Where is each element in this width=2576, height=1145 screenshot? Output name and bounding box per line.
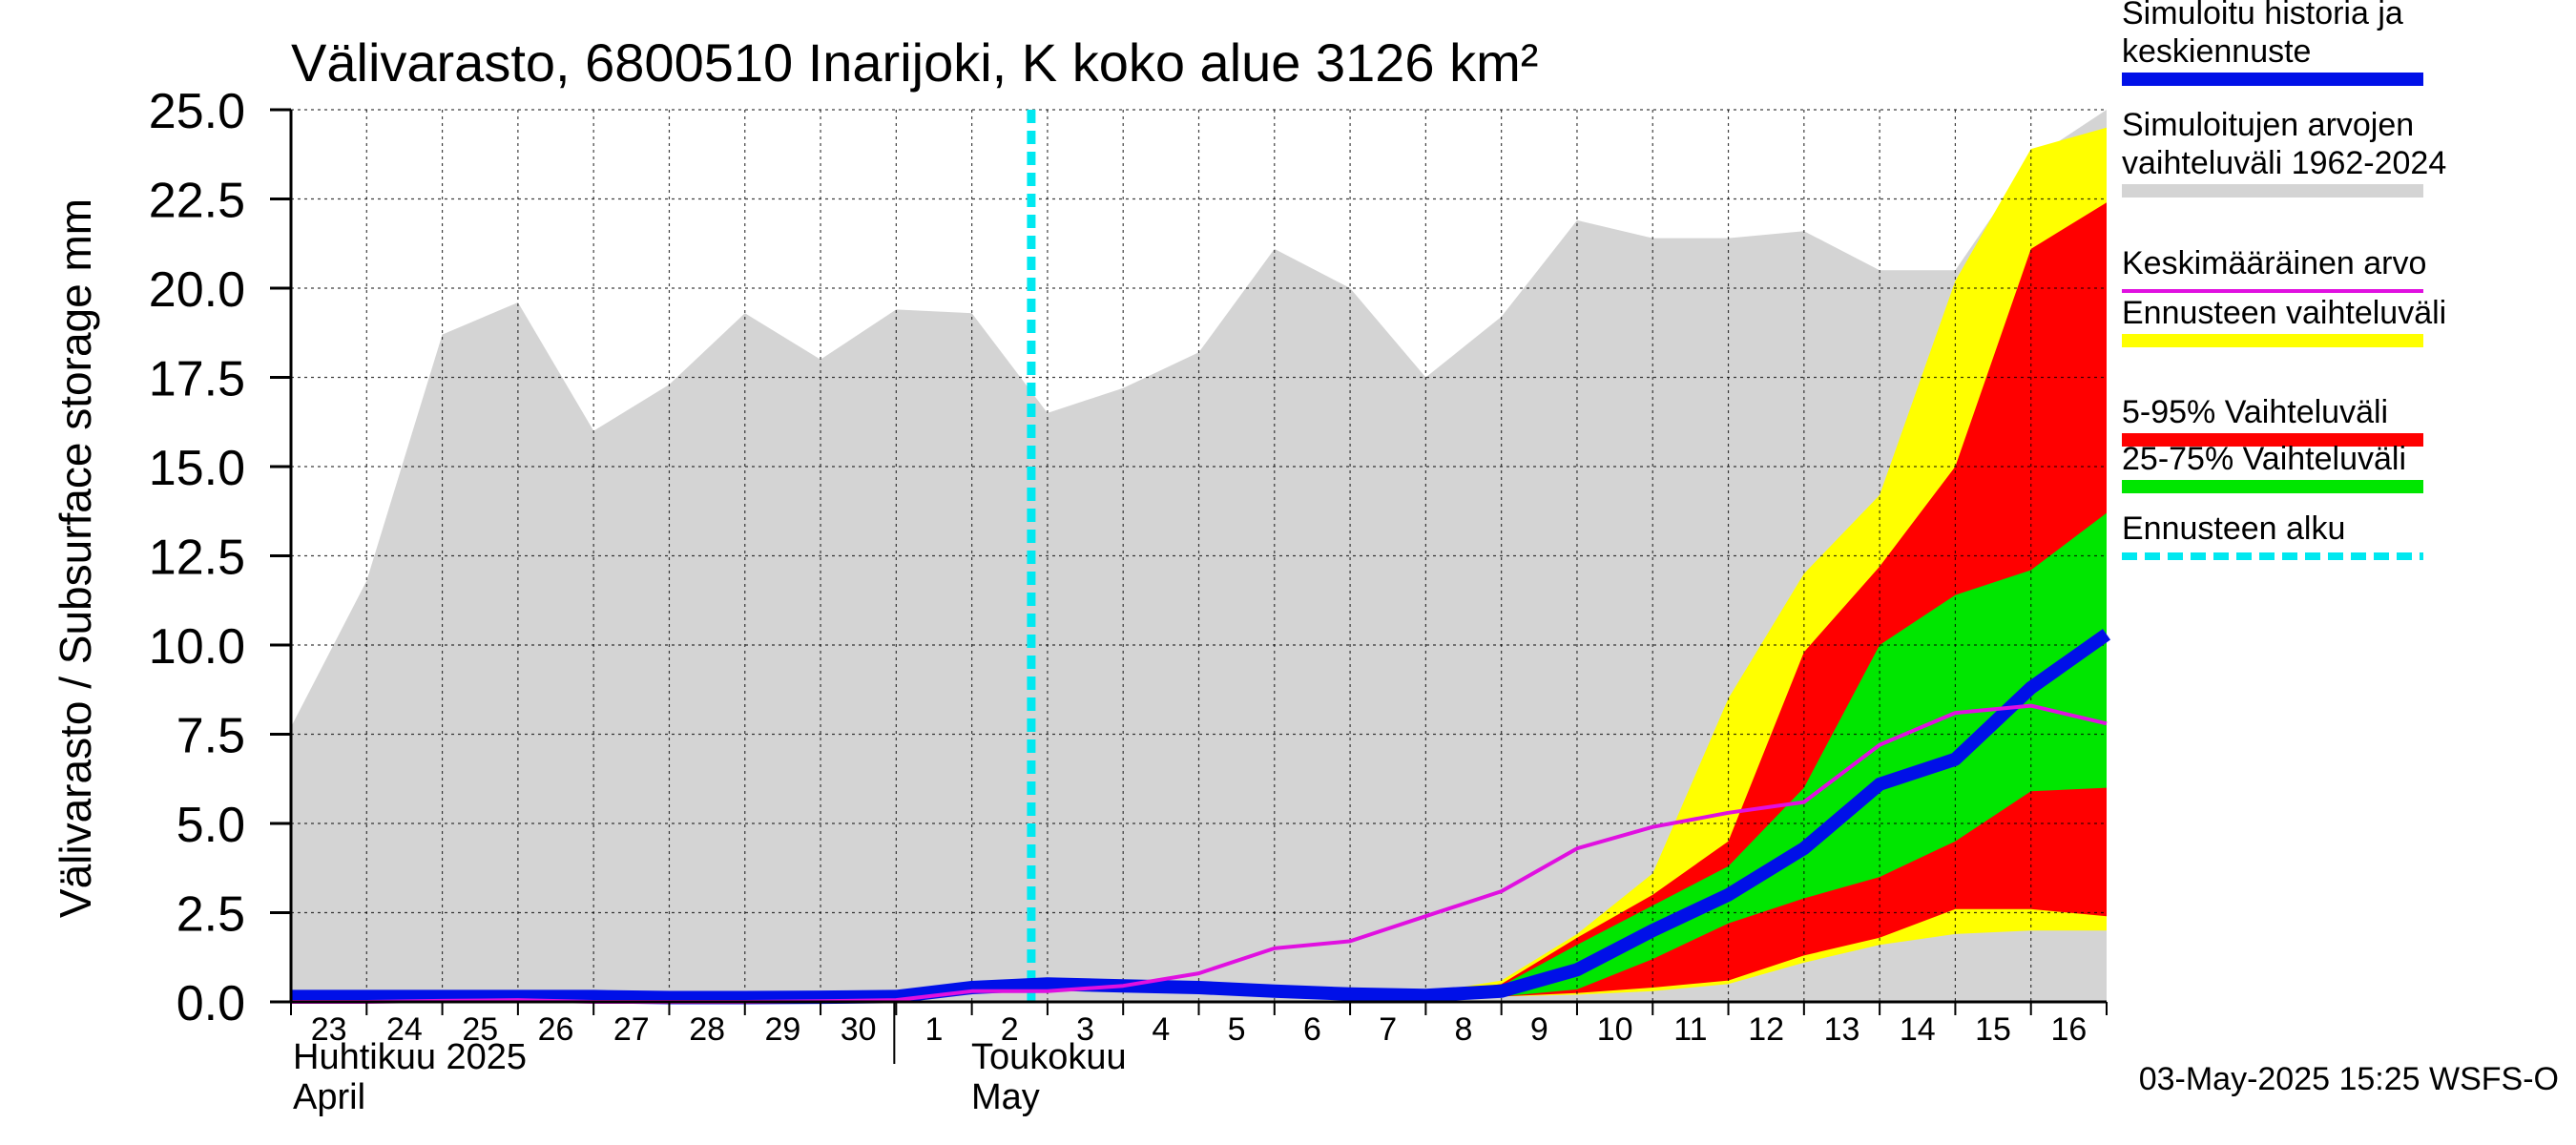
x-tick-label: 14 (1900, 1011, 1936, 1048)
x-tick-label: 13 (1824, 1011, 1860, 1048)
y-tick-label: 25.0 (149, 84, 245, 139)
x-tick-label: 12 (1748, 1011, 1784, 1048)
legend-item: Ennusteen vaihteluväli (2122, 295, 2446, 347)
x-tick-label: 6 (1303, 1011, 1321, 1048)
y-tick-label: 17.5 (149, 352, 245, 407)
y-tick-label: 2.5 (177, 887, 245, 943)
month-label-april-fi: Huhtikuu 2025 (293, 1037, 527, 1077)
legend-label: vaihteluväli 1962-2024 (2122, 145, 2446, 181)
month-label-april-en: April (293, 1077, 365, 1117)
x-tick-label: 10 (1597, 1011, 1633, 1048)
x-tick-label: 8 (1455, 1011, 1473, 1048)
x-tick-label: 25 (462, 1011, 498, 1048)
x-tick-label: 16 (2050, 1011, 2087, 1048)
legend-label: keskiennuste (2122, 33, 2311, 70)
legend: Simuloitu historia jakeskiennusteSimuloi… (2122, 0, 2446, 560)
x-tick-label: 11 (1673, 1011, 1707, 1048)
y-tick-label: 0.0 (177, 976, 245, 1031)
x-tick-label: 30 (841, 1011, 877, 1048)
y-tick-label: 20.0 (149, 262, 245, 318)
legend-item: Keskimääräinen arvo (2122, 245, 2426, 293)
legend-label: Ennusteen alku (2122, 510, 2345, 547)
legend-label: Simuloitu historia ja (2122, 0, 2403, 31)
x-tick-label: 26 (538, 1011, 574, 1048)
legend-label: Simuloitujen arvojen (2122, 107, 2414, 143)
x-tick-label: 9 (1530, 1011, 1548, 1048)
legend-item: 5-95% Vaihteluväli (2122, 394, 2423, 447)
legend-label: Ennusteen vaihteluväli (2122, 295, 2446, 331)
axes (270, 108, 2108, 1064)
month-label-may-en: May (971, 1077, 1040, 1117)
x-tick-label: 23 (311, 1011, 347, 1048)
legend-label: Keskimääräinen arvo (2122, 245, 2426, 281)
legend-label: 25-75% Vaihteluväli (2122, 441, 2406, 477)
y-tick-label: 22.5 (149, 174, 245, 229)
y-tick-label: 15.0 (149, 441, 245, 496)
y-tick-label: 10.0 (149, 619, 245, 675)
x-tick-label: 29 (764, 1011, 800, 1048)
legend-item: Ennusteen alku (2122, 510, 2423, 560)
labels: 0.0 2.5 5.0 7.5 10.0 12.5 15.0 17.5 20.0 22.5 25.0… (149, 84, 2087, 1117)
x-tick-label: 5 (1228, 1011, 1246, 1048)
x-tick-label: 28 (689, 1011, 725, 1048)
x-tick-label: 3 (1076, 1011, 1094, 1048)
y-tick-label: 7.5 (177, 709, 245, 764)
grid (291, 109, 2107, 1002)
x-tick-label: 2 (1001, 1011, 1019, 1048)
y-tick-label: 5.0 (177, 798, 245, 853)
p25-75-band (1425, 512, 2107, 999)
median-forecast-line (291, 629, 2111, 1005)
y-tick-label: 12.5 (149, 531, 245, 586)
x-tick-label: 15 (1975, 1011, 2011, 1048)
legend-item: 25-75% Vaihteluväli (2122, 441, 2423, 493)
x-tick-label: 27 (613, 1011, 650, 1048)
x-tick-label: 24 (386, 1011, 423, 1048)
x-tick-label: 1 (925, 1011, 944, 1048)
month-label-may-fi: Toukokuu (971, 1037, 1127, 1077)
y-axis-label: Välivarasto / Subsurface storage mm (51, 198, 100, 918)
x-tick-label: 4 (1152, 1011, 1170, 1048)
legend-label: 5-95% Vaihteluväli (2122, 394, 2388, 430)
chart-title: Välivarasto, 6800510 Inarijoki, K koko a… (291, 32, 1538, 93)
timestamp: 03-May-2025 15:25 WSFS-O (2139, 1061, 2559, 1097)
x-tick-label: 7 (1379, 1011, 1397, 1048)
